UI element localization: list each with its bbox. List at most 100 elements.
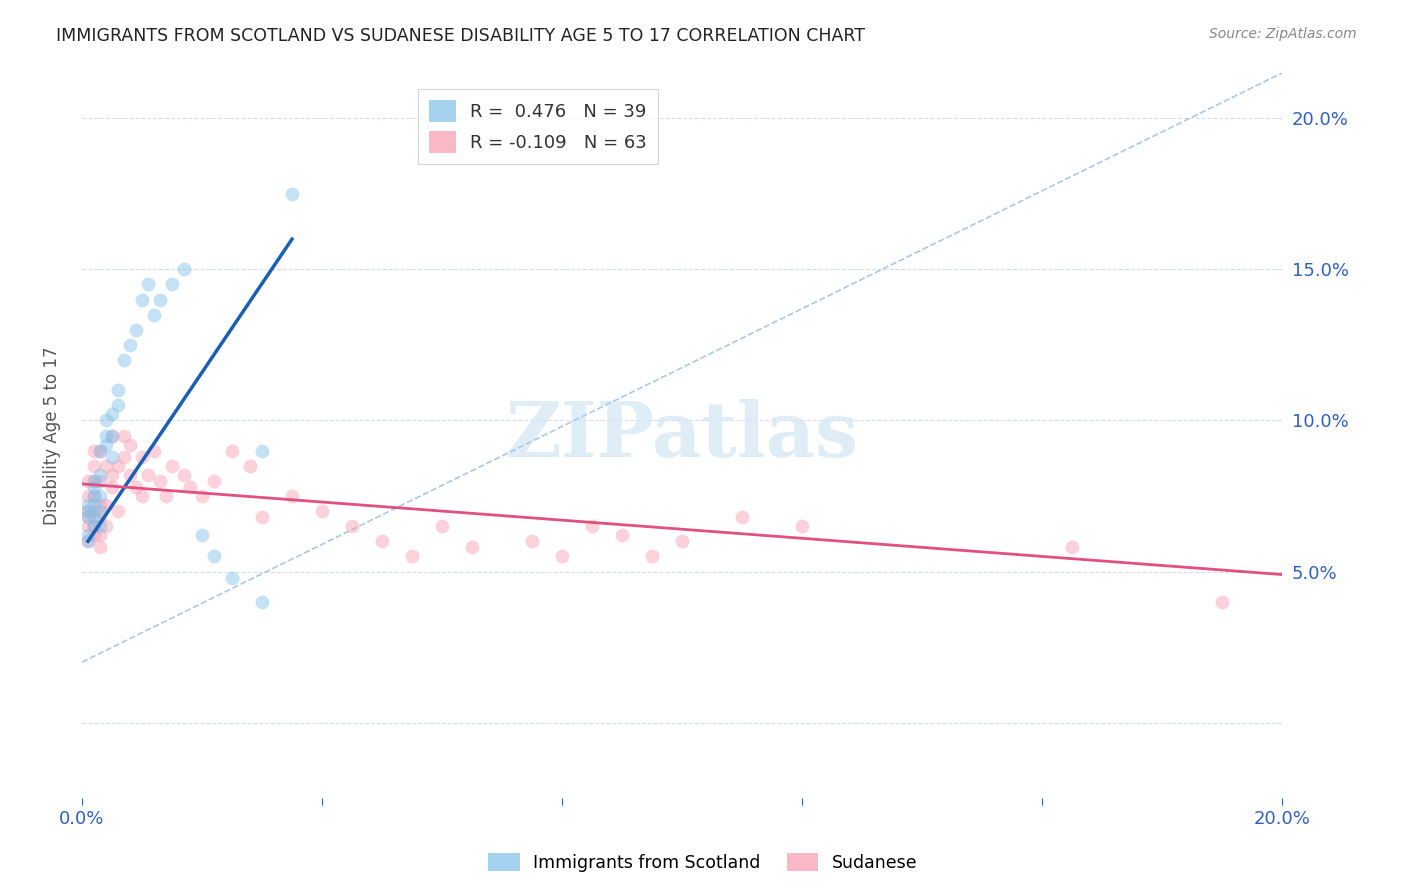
Point <box>89 519 111 533</box>
Point <box>118 467 141 482</box>
Point <box>641 549 664 564</box>
Point <box>89 467 111 482</box>
Point <box>160 458 183 473</box>
Point <box>281 489 304 503</box>
Point <box>89 504 111 518</box>
Point <box>94 413 117 427</box>
Point <box>83 504 105 518</box>
Text: Source: ZipAtlas.com: Source: ZipAtlas.com <box>1209 27 1357 41</box>
Point <box>94 428 117 442</box>
Point <box>101 408 124 422</box>
Text: IMMIGRANTS FROM SCOTLAND VS SUDANESE DISABILITY AGE 5 TO 17 CORRELATION CHART: IMMIGRANTS FROM SCOTLAND VS SUDANESE DIS… <box>56 27 865 45</box>
Point <box>77 474 100 488</box>
Point <box>77 510 100 524</box>
Point <box>610 528 633 542</box>
Point <box>107 383 129 397</box>
Point <box>77 504 100 518</box>
Point <box>83 489 105 503</box>
Point <box>202 549 225 564</box>
Point <box>107 458 129 473</box>
Point <box>77 519 100 533</box>
Point <box>311 504 333 518</box>
Point <box>250 595 273 609</box>
Point <box>83 480 105 494</box>
Point <box>202 474 225 488</box>
Point <box>371 534 394 549</box>
Point <box>461 541 484 555</box>
Point <box>77 534 100 549</box>
Point <box>94 498 117 512</box>
Point <box>221 570 243 584</box>
Point <box>125 323 148 337</box>
Point <box>1060 541 1083 555</box>
Point <box>160 277 183 292</box>
Point <box>136 277 159 292</box>
Point <box>1211 595 1233 609</box>
Point <box>83 510 105 524</box>
Point <box>551 549 574 564</box>
Point <box>89 541 111 555</box>
Point <box>89 474 111 488</box>
Point <box>191 489 214 503</box>
Point <box>112 353 135 368</box>
Point <box>83 443 105 458</box>
Point <box>131 489 153 503</box>
Point <box>107 504 129 518</box>
Point <box>101 467 124 482</box>
Point <box>221 443 243 458</box>
Point <box>112 428 135 442</box>
Point <box>250 443 273 458</box>
Point <box>77 504 100 518</box>
Point <box>155 489 177 503</box>
Point <box>101 480 124 494</box>
Point <box>89 489 111 503</box>
Point <box>94 437 117 451</box>
Point <box>83 528 105 542</box>
Point <box>77 510 100 524</box>
Point <box>790 519 813 533</box>
Point <box>250 510 273 524</box>
Point <box>89 528 111 542</box>
Point <box>77 528 100 542</box>
Point <box>83 519 105 533</box>
Point <box>131 450 153 464</box>
Point <box>83 458 105 473</box>
Point <box>340 519 363 533</box>
Point <box>83 498 105 512</box>
Point <box>83 474 105 488</box>
Point <box>671 534 693 549</box>
Point <box>149 293 172 307</box>
Point <box>83 474 105 488</box>
Point <box>83 519 105 533</box>
Point <box>89 443 111 458</box>
Point <box>731 510 754 524</box>
Point <box>125 480 148 494</box>
Point <box>430 519 453 533</box>
Legend: Immigrants from Scotland, Sudanese: Immigrants from Scotland, Sudanese <box>481 847 925 879</box>
Point <box>77 489 100 503</box>
Point <box>83 489 105 503</box>
Point <box>143 443 166 458</box>
Point <box>101 428 124 442</box>
Point <box>136 467 159 482</box>
Y-axis label: Disability Age 5 to 17: Disability Age 5 to 17 <box>44 346 60 524</box>
Point <box>101 450 124 464</box>
Point <box>112 450 135 464</box>
Point <box>118 437 141 451</box>
Point <box>173 467 195 482</box>
Point <box>191 528 214 542</box>
Point <box>581 519 603 533</box>
Point <box>131 293 153 307</box>
Text: ZIPatlas: ZIPatlas <box>506 399 859 473</box>
Point <box>239 458 262 473</box>
Point <box>281 186 304 201</box>
Point <box>107 398 129 412</box>
Point <box>94 519 117 533</box>
Point <box>77 498 100 512</box>
Point <box>179 480 201 494</box>
Point <box>520 534 543 549</box>
Point <box>143 308 166 322</box>
Point <box>149 474 172 488</box>
Legend: R =  0.476   N = 39, R = -0.109   N = 63: R = 0.476 N = 39, R = -0.109 N = 63 <box>418 89 658 164</box>
Point <box>89 510 111 524</box>
